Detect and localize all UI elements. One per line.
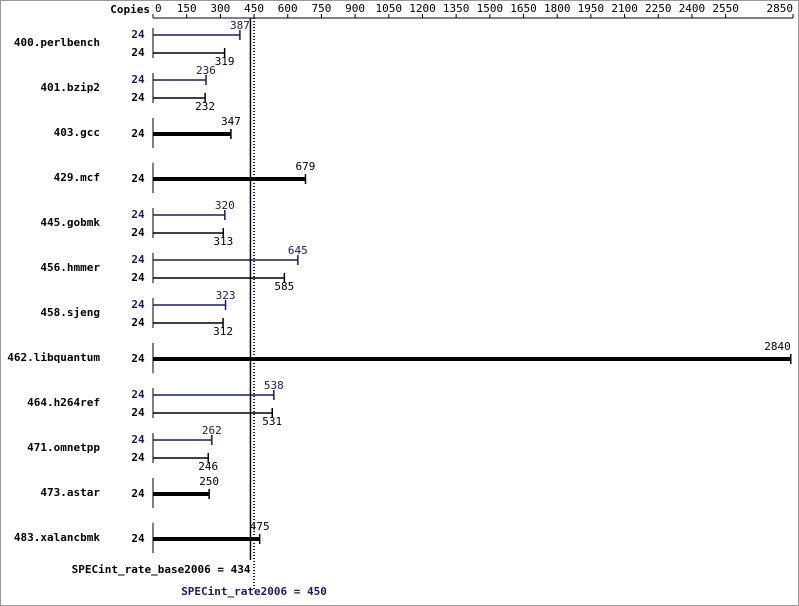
copies-label: 24 [131, 271, 145, 284]
x-tick-label: 1800 [544, 2, 571, 15]
copies-label: 24 [131, 91, 145, 104]
x-tick-label: 750 [311, 2, 331, 15]
x-tick-label: 600 [278, 2, 298, 15]
value-label: 475 [250, 520, 270, 533]
category-label: 403.gcc [54, 126, 100, 139]
value-label: 645 [288, 244, 308, 257]
x-tick-label: 1050 [376, 2, 403, 15]
value-label: 250 [199, 475, 219, 488]
x-tick-label: 1950 [578, 2, 605, 15]
value-label: 262 [202, 424, 222, 437]
copies-label: 24 [131, 127, 145, 140]
copies-label: 24 [131, 451, 145, 464]
value-label: 246 [198, 460, 218, 473]
copies-label: 24 [131, 73, 145, 86]
copies-label: 24 [131, 388, 145, 401]
value-label: 585 [274, 280, 294, 293]
copies-label: 24 [131, 208, 145, 221]
copies-label: 24 [131, 352, 145, 365]
x-tick-label: 1500 [477, 2, 504, 15]
category-label: 456.hmmer [40, 261, 100, 274]
x-tick-label: 1200 [409, 2, 436, 15]
x-tick-label: 150 [177, 2, 197, 15]
value-label: 679 [296, 160, 316, 173]
value-label: 2840 [764, 340, 791, 353]
copies-label: 24 [131, 487, 145, 500]
value-label: 312 [213, 325, 233, 338]
x-tick-label: 450 [244, 2, 264, 15]
category-label: 401.bzip2 [40, 81, 100, 94]
copies-label: 24 [131, 28, 145, 41]
copies-label: 24 [131, 406, 145, 419]
value-label: 323 [216, 289, 236, 302]
copies-label: 24 [131, 298, 145, 311]
x-tick-label: 2850 [767, 2, 794, 15]
copies-label: 24 [131, 316, 145, 329]
value-label: 319 [215, 55, 235, 68]
x-tick-label: 1350 [443, 2, 470, 15]
value-label: 232 [195, 100, 215, 113]
value-label: 531 [262, 415, 282, 428]
category-label: 458.sjeng [40, 306, 100, 319]
copies-header: Copies [110, 3, 150, 16]
category-label: 400.perlbench [14, 36, 100, 49]
x-tick-label: 900 [345, 2, 365, 15]
category-label: 483.xalancbmk [14, 531, 100, 544]
value-label: 347 [221, 115, 241, 128]
reference-label: SPECint_rate2006 = 450 [181, 585, 327, 598]
x-tick-label: 2250 [645, 2, 672, 15]
copies-label: 24 [131, 46, 145, 59]
category-label: 473.astar [40, 486, 100, 499]
copies-label: 24 [131, 532, 145, 545]
x-tick-label: 300 [210, 2, 230, 15]
copies-label: 24 [131, 433, 145, 446]
category-label: 471.omnetpp [27, 441, 100, 454]
x-tick-label: 0 [155, 2, 162, 15]
value-label: 320 [215, 199, 235, 212]
category-label: 464.h264ref [27, 396, 100, 409]
reference-label: SPECint_rate_base2006 = 434 [72, 563, 251, 576]
x-tick-label: 2100 [611, 2, 638, 15]
value-label: 313 [213, 235, 233, 248]
x-tick-label: 1650 [510, 2, 537, 15]
category-label: 462.libquantum [7, 351, 100, 364]
copies-label: 24 [131, 253, 145, 266]
copies-label: 24 [131, 172, 145, 185]
copies-label: 24 [131, 226, 145, 239]
value-label: 387 [230, 19, 250, 32]
category-label: 429.mcf [54, 171, 100, 184]
value-label: 236 [196, 64, 216, 77]
category-label: 445.gobmk [40, 216, 100, 229]
value-label: 538 [264, 379, 284, 392]
x-tick-label: 2550 [712, 2, 739, 15]
x-tick-label: 2400 [679, 2, 706, 15]
